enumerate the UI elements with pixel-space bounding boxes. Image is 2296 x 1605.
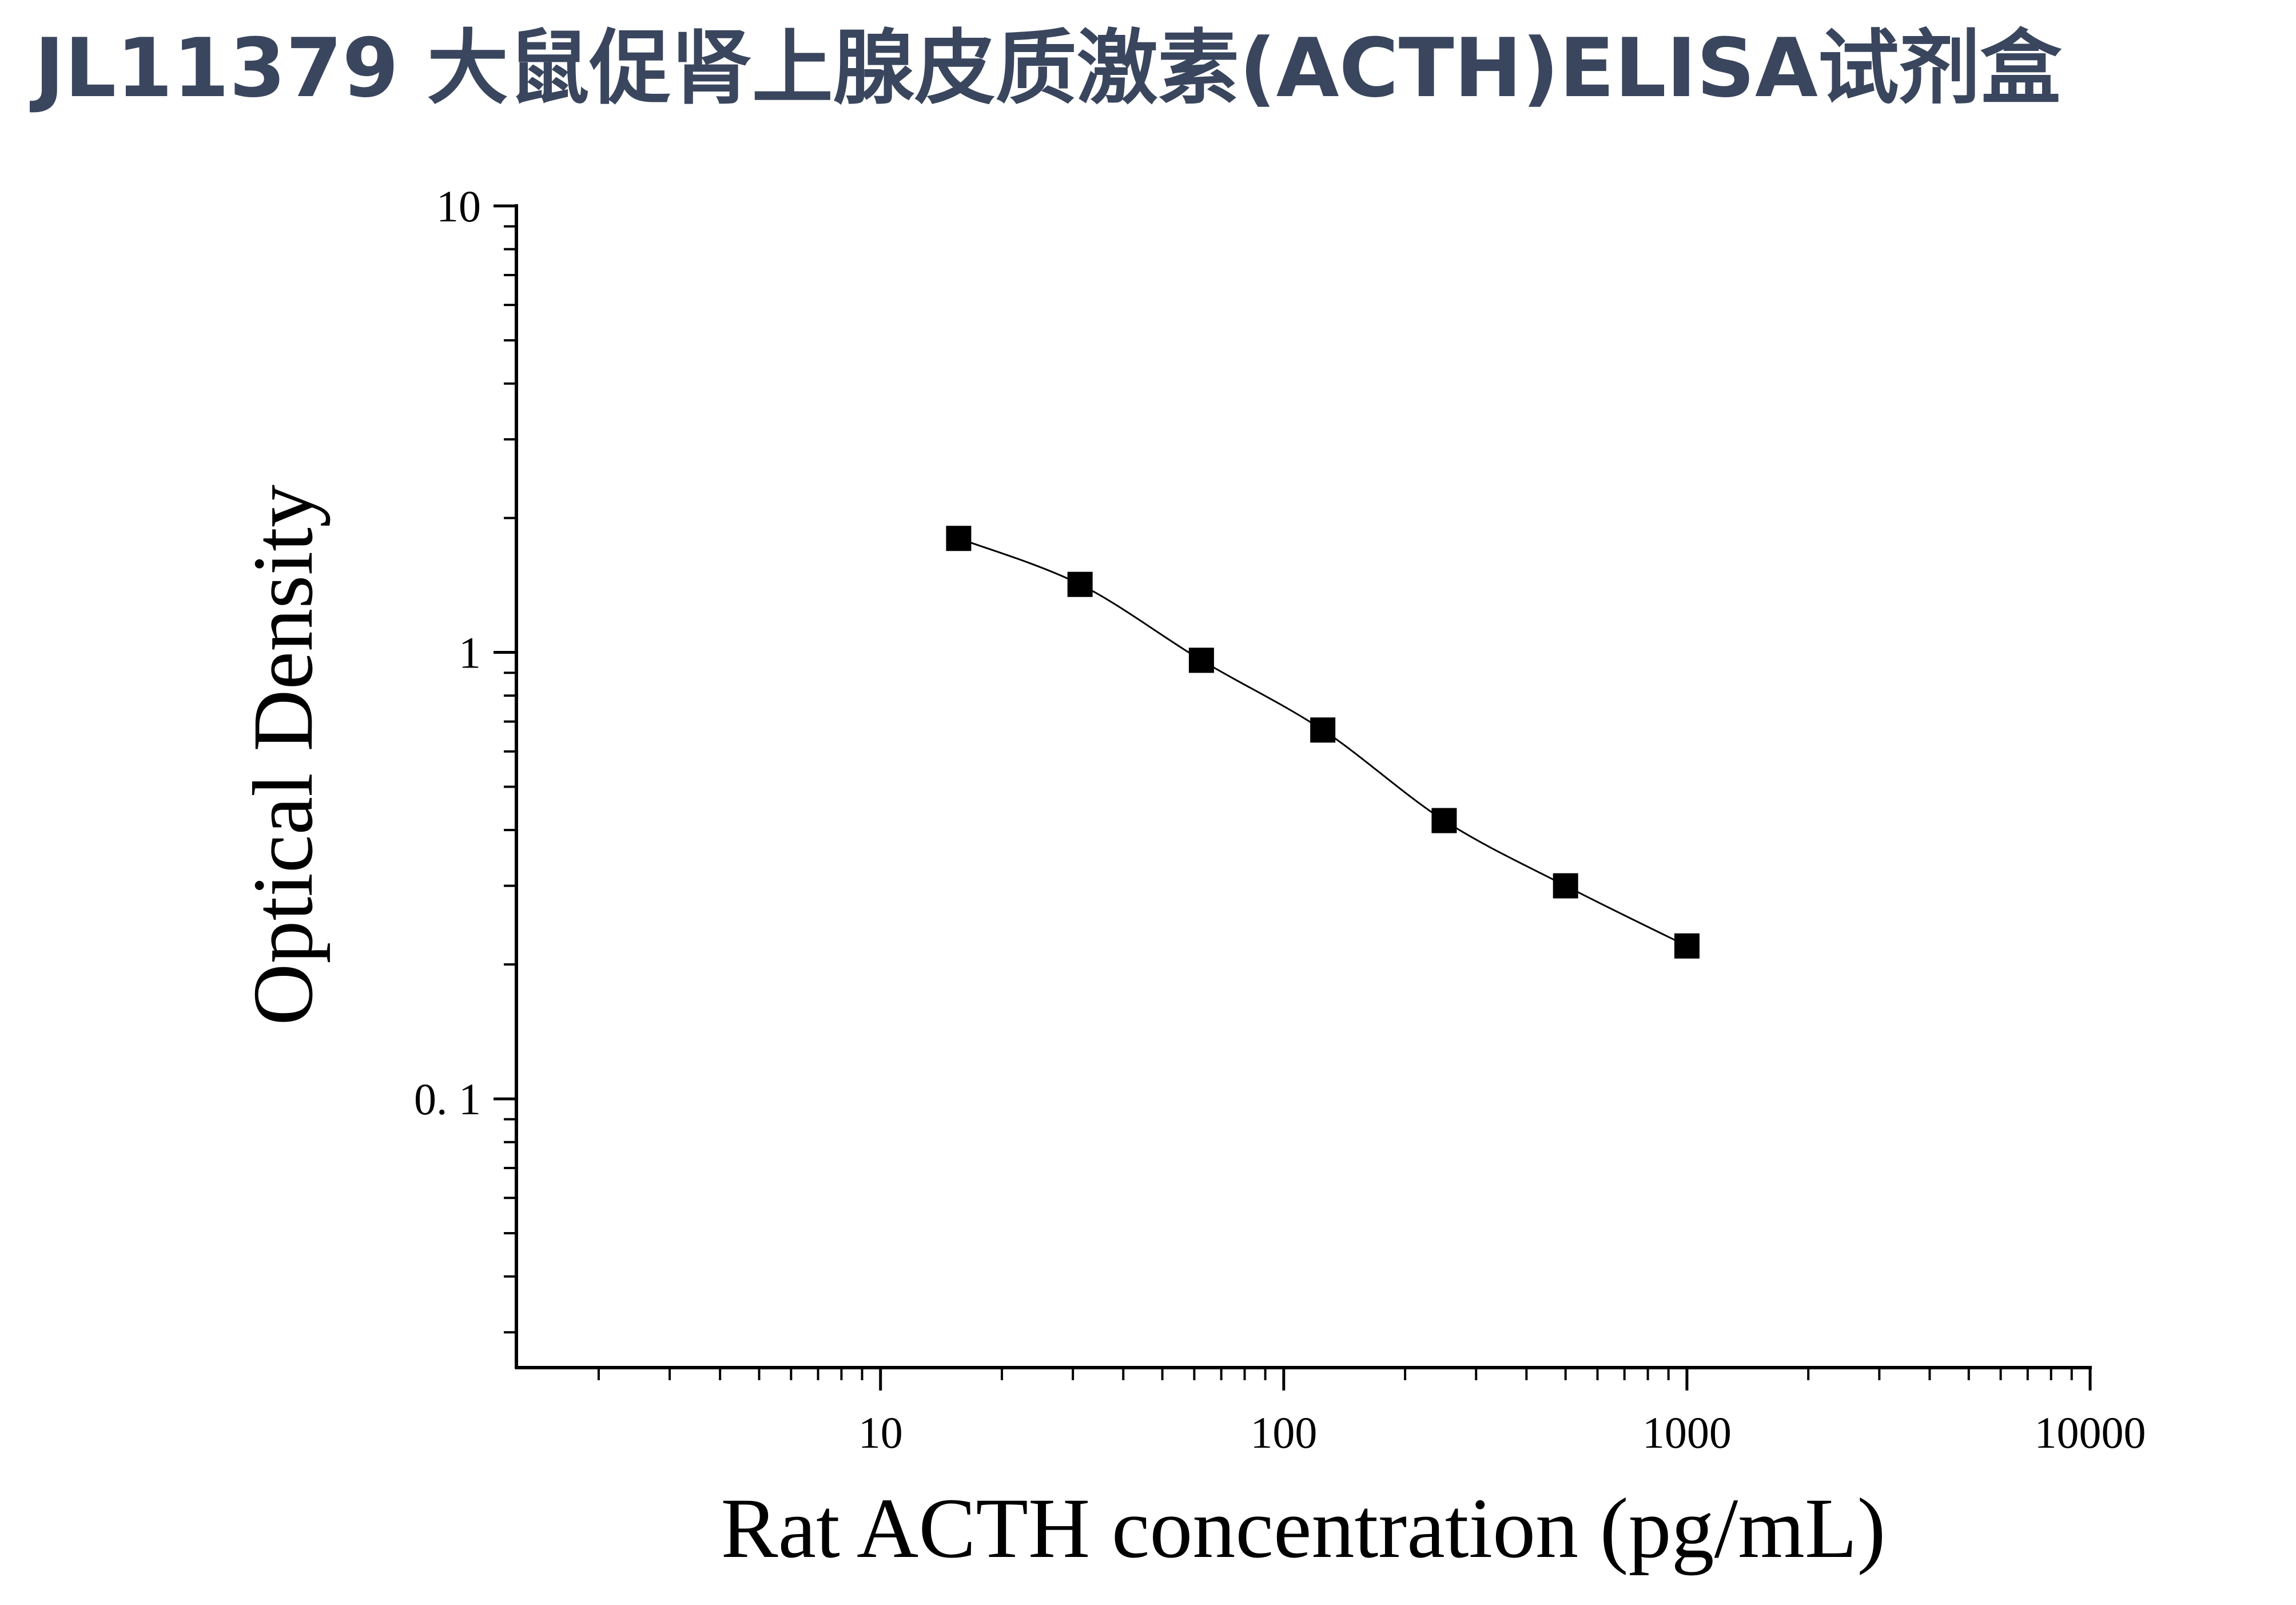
data-point	[1431, 808, 1457, 833]
y-tick-label: 0. 1	[414, 1074, 481, 1124]
y-tick-label: 10	[436, 181, 481, 231]
x-tick-label: 10	[858, 1408, 903, 1457]
data-point	[1553, 873, 1578, 899]
x-tick-label: 100	[1250, 1408, 1317, 1457]
data-point	[1674, 933, 1700, 959]
major-ticks	[494, 204, 2092, 1391]
page-title: JL11379 大鼠促肾上腺皮质激素(ACTH)ELISA试剂盒	[34, 21, 2062, 116]
data-point	[1067, 571, 1093, 597]
y-axis-title: Optical Density	[236, 484, 331, 1026]
tick-labels: 10 100 1000 10000 0. 1 1 10	[414, 181, 2146, 1457]
y-tick-label: 1	[459, 628, 481, 678]
minor-ticks	[504, 225, 2073, 1380]
x-tick-label: 10000	[2035, 1408, 2146, 1457]
data-points	[946, 526, 1700, 959]
data-point	[1188, 647, 1214, 673]
x-axis-title: Rat ACTH concentration (pg/mL)	[721, 1481, 1885, 1576]
x-tick-label: 1000	[1642, 1408, 1732, 1457]
data-point	[946, 526, 972, 551]
data-point	[1310, 717, 1336, 743]
